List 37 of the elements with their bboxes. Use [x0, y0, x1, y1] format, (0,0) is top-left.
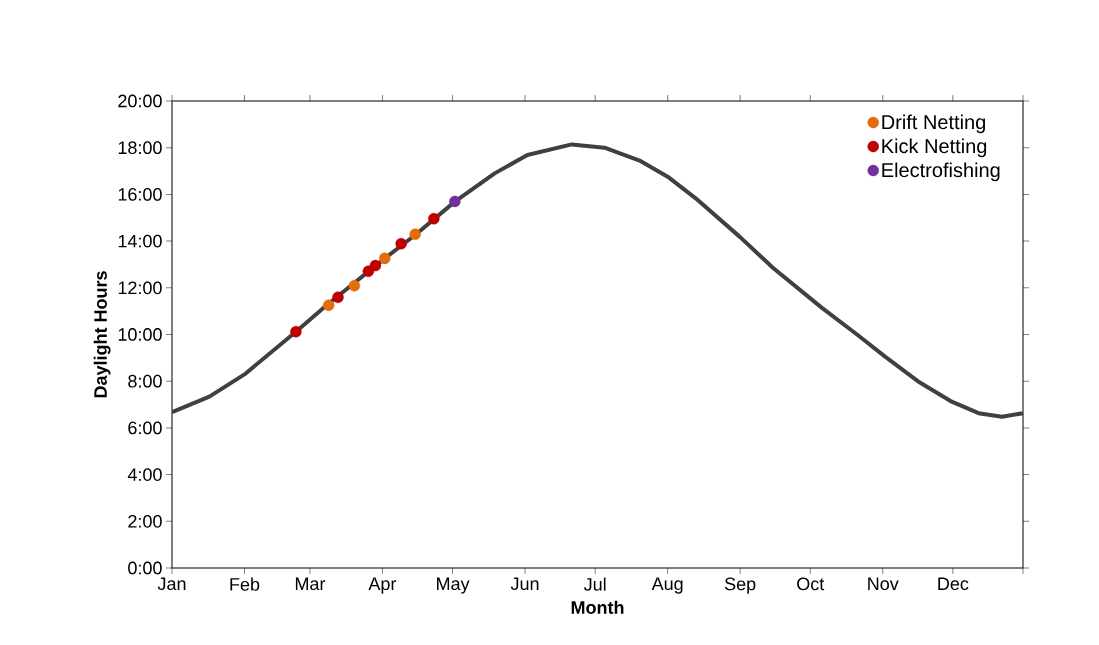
- x-tick-label: Aug: [651, 577, 683, 594]
- x-tick-label: Jun: [510, 577, 539, 591]
- point: [348, 280, 361, 292]
- y-axis-title: Daylight Hours: [93, 271, 111, 398]
- y-tick-label: 12:00: [118, 281, 162, 295]
- y-tick-label: 14:00: [118, 234, 162, 248]
- x-tick-label: Dec: [938, 577, 969, 591]
- x-tick-label: Jul: [583, 577, 606, 591]
- point: [379, 252, 391, 265]
- y-tick-label: 10:00: [118, 328, 162, 341]
- x-tick-label: Sep: [724, 577, 756, 594]
- y-tick-label: 16:00: [118, 188, 162, 201]
- y-tick-label: 18:00: [118, 141, 162, 155]
- x-tick-label: Nov: [868, 577, 899, 591]
- point: [395, 237, 407, 250]
- point: [332, 291, 344, 304]
- y-tick-label: 2:00: [128, 514, 162, 528]
- x-tick-label: Feb: [230, 577, 260, 591]
- point: [449, 195, 461, 208]
- x-tick-label: May: [437, 577, 470, 594]
- y-tick-label: 0:00: [128, 561, 162, 575]
- y-tick-label: 4:00: [127, 468, 162, 481]
- x-tick-label: Jan: [157, 577, 186, 591]
- legend-label: Drift Netting: [882, 114, 986, 134]
- point: [322, 299, 335, 312]
- point: [409, 228, 421, 241]
- x-tick-label: Oct: [797, 577, 825, 591]
- x-tick-label: Apr: [368, 577, 397, 594]
- y-tick-label: 6:00: [128, 421, 162, 435]
- y-tick-label: 20:00: [118, 94, 162, 108]
- legend-label: Electrofishing: [882, 162, 1000, 182]
- y-tick-label: 8:00: [128, 374, 162, 388]
- point: [428, 212, 440, 225]
- legend-label: Kick Netting: [882, 138, 987, 158]
- point: [369, 259, 382, 272]
- x-axis-title: Month: [571, 600, 624, 614]
- x-tick-label: Mar: [295, 577, 326, 591]
